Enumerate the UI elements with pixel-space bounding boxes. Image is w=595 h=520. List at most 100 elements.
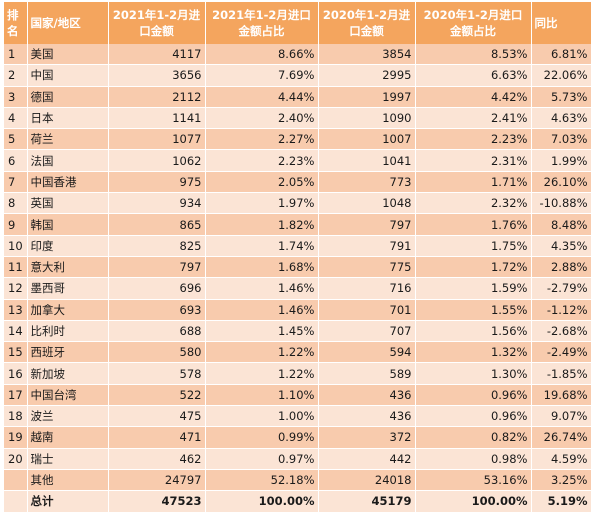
cell-share-2021: 2.23%: [205, 149, 319, 172]
table-row: 8 英国 934 1.97% 1048 2.32% -10.88%: [4, 192, 592, 215]
cell-share-2020: 1.59%: [415, 277, 532, 300]
cell-value-2021: 1141: [108, 107, 206, 130]
cell-share-2021: 2.40%: [205, 107, 319, 130]
cell-share-2020: 1.75%: [415, 235, 532, 257]
cell-value-2021: 934: [108, 192, 206, 215]
cell-rank: 10: [4, 235, 28, 257]
cell-country: 中国: [27, 64, 109, 87]
cell-yoy: -1.12%: [531, 299, 592, 321]
cell-yoy: 22.06%: [531, 64, 592, 87]
cell-share-2020: 1.55%: [415, 299, 532, 321]
header-share-2021: 2021年1-2月进口金额占比: [205, 2, 319, 44]
header-yoy: 同比: [531, 2, 592, 44]
cell-share-2021: 7.69%: [205, 64, 319, 87]
cell-value-2021: 693: [108, 299, 206, 321]
cell-country: 波兰: [27, 405, 109, 428]
cell-yoy: 5.73%: [531, 86, 592, 108]
cell-share-2021: 2.05%: [205, 171, 319, 194]
table-row: 4 日本 1141 2.40% 1090 2.41% 4.63%: [4, 107, 592, 130]
cell-share-2021: 52.18%: [205, 469, 319, 492]
cell-rank: 2: [4, 64, 28, 87]
cell-rank: 14: [4, 320, 28, 343]
cell-value-2020: 436: [318, 384, 416, 407]
cell-country: 印度: [27, 235, 109, 257]
cell-yoy: 5.19%: [531, 490, 592, 513]
cell-share-2020: 0.96%: [415, 405, 532, 428]
cell-share-2020: 100.00%: [415, 490, 532, 513]
cell-rank: 5: [4, 128, 28, 151]
total-row: 总计 47523 100.00% 45179 100.00% 5.19%: [4, 490, 592, 513]
cell-rank: 19: [4, 426, 28, 449]
cell-yoy: 1.99%: [531, 149, 592, 172]
cell-share-2020: 4.42%: [415, 86, 532, 108]
cell-rank: 13: [4, 299, 28, 321]
import-table: 排名 国家/地区 2021年1-2月进口金额 2021年1-2月进口金额占比 2…: [4, 2, 592, 513]
cell-share-2021: 1.82%: [205, 213, 319, 236]
cell-share-2020: 2.32%: [415, 192, 532, 215]
cell-rank: 17: [4, 384, 28, 407]
cell-country: 英国: [27, 192, 109, 215]
table-body: 1 美国 4117 8.66% 3854 8.53% 6.81% 2 中国 3656 7.69% 29…: [4, 44, 592, 513]
cell-value-2020: 589: [318, 362, 416, 385]
cell-value-2020: 1041: [318, 149, 416, 172]
cell-value-2020: 1090: [318, 107, 416, 130]
cell-yoy: 26.74%: [531, 426, 592, 449]
cell-share-2020: 2.31%: [415, 149, 532, 172]
cell-value-2021: 825: [108, 235, 206, 257]
cell-yoy: 26.10%: [531, 171, 592, 194]
cell-country: 法国: [27, 149, 109, 172]
cell-country: 越南: [27, 426, 109, 449]
cell-value-2021: 696: [108, 277, 206, 300]
cell-value-2020: 797: [318, 213, 416, 236]
cell-value-2021: 471: [108, 426, 206, 449]
table-row: 2 中国 3656 7.69% 2995 6.63% 22.06%: [4, 64, 592, 87]
cell-share-2021: 100.00%: [205, 490, 319, 513]
cell-share-2021: 1.45%: [205, 320, 319, 343]
cell-share-2020: 0.98%: [415, 448, 532, 470]
cell-value-2020: 436: [318, 405, 416, 428]
cell-share-2020: 53.16%: [415, 469, 532, 492]
cell-rank: 6: [4, 149, 28, 172]
cell-share-2021: 1.10%: [205, 384, 319, 407]
cell-share-2020: 1.71%: [415, 171, 532, 194]
cell-country: 意大利: [27, 256, 109, 279]
cell-share-2021: 1.97%: [205, 192, 319, 215]
cell-value-2020: 24018: [318, 469, 416, 492]
cell-yoy: 19.68%: [531, 384, 592, 407]
cell-rank: 18: [4, 405, 28, 428]
cell-country: 荷兰: [27, 128, 109, 151]
cell-share-2021: 1.46%: [205, 299, 319, 321]
cell-rank: [4, 469, 28, 492]
cell-country: 中国香港: [27, 171, 109, 194]
cell-share-2020: 1.56%: [415, 320, 532, 343]
cell-share-2021: 1.22%: [205, 341, 319, 364]
cell-country: 比利时: [27, 320, 109, 343]
cell-share-2021: 1.46%: [205, 277, 319, 300]
header-value-2021: 2021年1-2月进口金额: [108, 2, 206, 44]
table-row: 10 印度 825 1.74% 791 1.75% 4.35%: [4, 235, 592, 257]
cell-country: 加拿大: [27, 299, 109, 321]
cell-value-2020: 2995: [318, 64, 416, 87]
cell-rank: 20: [4, 448, 28, 470]
cell-yoy: -2.49%: [531, 341, 592, 364]
cell-value-2020: 594: [318, 341, 416, 364]
cell-rank: 8: [4, 192, 28, 215]
cell-yoy: 3.25%: [531, 469, 592, 492]
cell-share-2020: 2.41%: [415, 107, 532, 130]
table-row: 20 瑞士 462 0.97% 442 0.98% 4.59%: [4, 448, 592, 470]
cell-country: 总计: [27, 490, 109, 513]
cell-value-2020: 1007: [318, 128, 416, 151]
cell-country: 瑞士: [27, 448, 109, 470]
cell-share-2020: 1.32%: [415, 341, 532, 364]
header-rank: 排名: [4, 2, 28, 44]
cell-rank: 7: [4, 171, 28, 194]
table-row: 9 韩国 865 1.82% 797 1.76% 8.48%: [4, 213, 592, 236]
cell-share-2021: 1.22%: [205, 362, 319, 385]
cell-value-2020: 1997: [318, 86, 416, 108]
table-row: 17 中国台湾 522 1.10% 436 0.96% 19.68%: [4, 384, 592, 407]
cell-value-2021: 1077: [108, 128, 206, 151]
cell-yoy: -2.68%: [531, 320, 592, 343]
cell-rank: 15: [4, 341, 28, 364]
cell-country: 西班牙: [27, 341, 109, 364]
cell-country: 日本: [27, 107, 109, 130]
